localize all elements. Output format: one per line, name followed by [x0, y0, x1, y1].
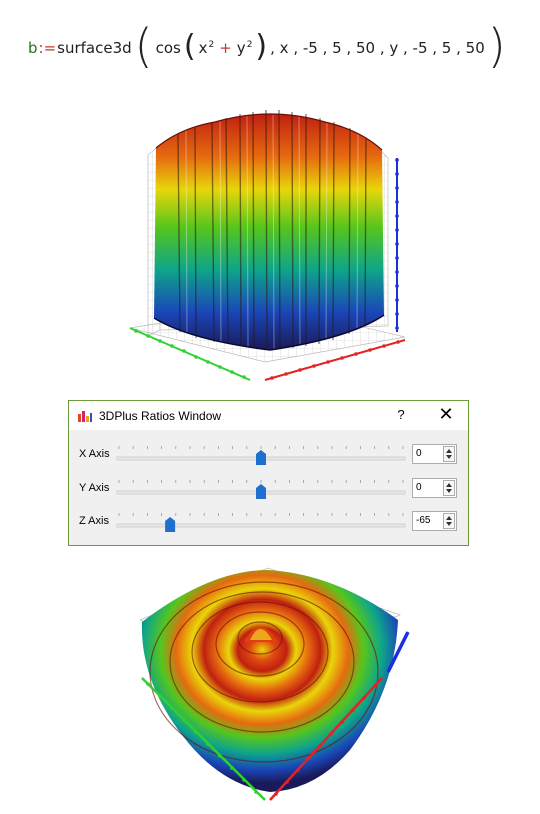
- axis-slider[interactable]: [115, 508, 407, 536]
- formula-function: surface3d: [57, 39, 132, 57]
- spinbox-value[interactable]: 0: [416, 448, 422, 459]
- axis-row: Z Axis -65: [69, 508, 470, 536]
- formula-inner-close-paren: ): [255, 29, 268, 64]
- close-button[interactable]: ✕: [438, 404, 454, 424]
- axis-label: X Axis: [79, 448, 110, 460]
- z-axis: [395, 158, 399, 332]
- formula-close-paren: ): [487, 19, 506, 73]
- spin-down-icon[interactable]: [446, 489, 452, 493]
- help-button[interactable]: ?: [397, 407, 405, 422]
- spin-up-icon[interactable]: [446, 449, 452, 453]
- value-spinbox[interactable]: 0: [412, 444, 457, 464]
- spin-down-icon[interactable]: [446, 522, 452, 526]
- axis-label: Y Axis: [79, 482, 110, 494]
- x-axis: [141, 677, 266, 801]
- formula-term-x: x: [198, 39, 208, 57]
- y-axis: [269, 677, 383, 801]
- spin-down-icon[interactable]: [446, 455, 452, 459]
- value-spinbox[interactable]: -65: [412, 511, 457, 531]
- slider-track: [116, 523, 406, 528]
- slider-thumb[interactable]: [256, 450, 266, 465]
- axis-slider[interactable]: [115, 475, 407, 503]
- spinbox-buttons[interactable]: [443, 480, 455, 496]
- formula-inner-function: cos: [155, 39, 181, 57]
- surface-plot-top-view[interactable]: [120, 560, 420, 810]
- formula-inner-open-paren: (: [183, 29, 196, 64]
- formula-exp-x: 2: [208, 40, 215, 50]
- formula-plus: +: [219, 39, 232, 57]
- axis-row: X Axis 0: [69, 441, 470, 469]
- formula-variable: b: [28, 39, 38, 57]
- spinbox-buttons[interactable]: [443, 513, 455, 529]
- ratios-dialog: 3DPlus Ratios Window ? ✕ X Axis 0 Y Axis 0 Z…: [68, 400, 469, 546]
- formula-args: , x , -5 , 5 , 50 , y , -5 , 5 , 50: [270, 39, 485, 57]
- spinbox-buttons[interactable]: [443, 446, 455, 462]
- formula-assign: :=: [38, 39, 57, 57]
- surface-body: [153, 109, 385, 351]
- formula-open-paren: (: [134, 19, 153, 73]
- y-axis: [264, 339, 406, 381]
- surface-plot-side-view[interactable]: [120, 100, 420, 390]
- slider-thumb[interactable]: [256, 484, 266, 499]
- formula-term-y: y: [236, 39, 246, 57]
- surface-body: [141, 570, 398, 792]
- dialog-title: 3DPlus Ratios Window: [99, 408, 222, 423]
- spinbox-value[interactable]: -65: [416, 515, 431, 526]
- axis-label: Z Axis: [79, 515, 109, 527]
- dialog-titlebar[interactable]: 3DPlus Ratios Window ? ✕: [69, 401, 468, 431]
- axis-slider[interactable]: [115, 441, 407, 469]
- x-axis: [129, 327, 251, 381]
- z-axis: [386, 631, 410, 673]
- spin-up-icon[interactable]: [446, 516, 452, 520]
- formula-exp-y: 2: [246, 40, 253, 50]
- value-spinbox[interactable]: 0: [412, 478, 457, 498]
- spin-up-icon[interactable]: [446, 483, 452, 487]
- axis-row: Y Axis 0: [69, 475, 470, 503]
- slider-thumb[interactable]: [165, 517, 176, 532]
- app-icon: [78, 410, 92, 422]
- spinbox-value[interactable]: 0: [416, 482, 422, 493]
